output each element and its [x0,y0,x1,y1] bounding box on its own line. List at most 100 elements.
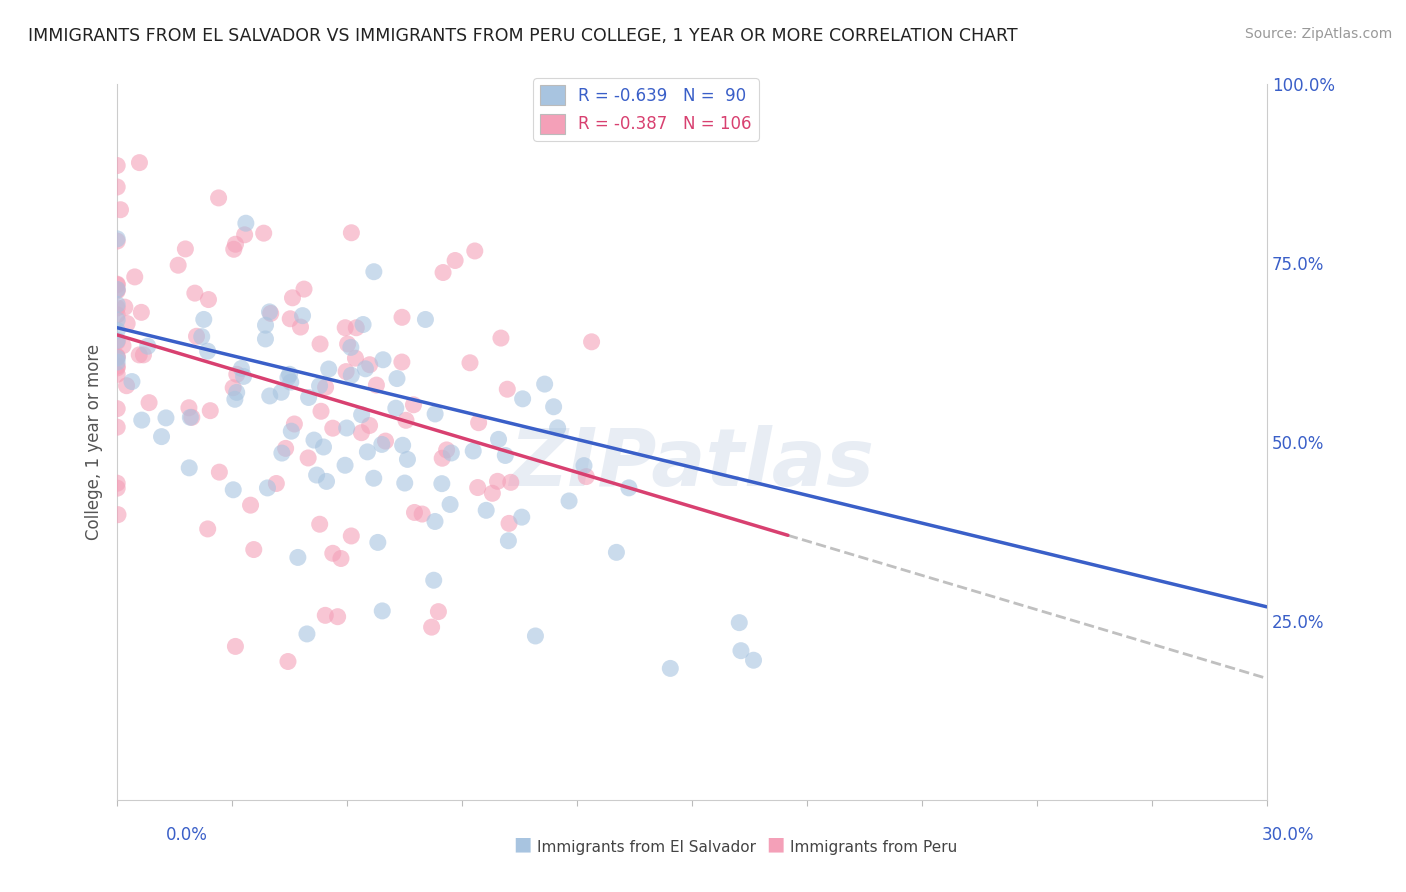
Point [105,334,128,349]
Point [395,413,418,427]
Point [464,244,486,258]
Point [547,421,569,435]
Point [231,361,253,376]
Point [374,434,396,448]
Point [463,444,485,458]
Point [581,334,603,349]
Point [730,643,752,657]
Point [107,508,129,522]
Text: 0.0%: 0.0% [166,826,208,844]
Point [179,460,201,475]
Point [499,475,522,490]
Point [498,533,520,548]
Point [350,425,373,440]
Point [128,155,150,169]
Point [512,392,534,406]
Point [280,424,302,438]
Point [366,378,388,392]
Point [105,355,128,369]
Point [363,471,385,485]
Point [281,291,304,305]
Point [344,351,367,366]
Point [302,433,325,447]
Point [336,421,359,435]
Point [420,620,443,634]
Point [312,440,335,454]
Point [411,507,433,521]
Point [308,517,330,532]
Point [105,351,128,365]
Point [105,334,128,348]
Point [297,391,319,405]
Point [326,609,349,624]
Point [498,516,520,531]
Point [404,506,426,520]
Y-axis label: College, 1 year or more: College, 1 year or more [86,344,103,541]
Text: Source: ZipAtlas.com: Source: ZipAtlas.com [1244,27,1392,41]
Point [423,407,446,421]
Point [254,318,277,333]
Point [315,475,337,489]
Point [270,446,292,460]
Point [354,361,377,376]
Point [278,311,301,326]
Point [193,312,215,326]
Point [131,305,153,319]
Point [186,329,208,343]
Point [208,465,231,479]
Point [422,573,444,587]
Point [105,284,128,298]
Point [340,368,363,383]
Text: IMMIGRANTS FROM EL SALVADOR VS IMMIGRANTS FROM PERU COLLEGE, 1 YEAR OR MORE CORR: IMMIGRANTS FROM EL SALVADOR VS IMMIGRANT… [28,27,1018,45]
Point [224,392,246,407]
Point [427,605,450,619]
Point [105,282,128,296]
Point [295,627,318,641]
Point [105,476,128,491]
Text: ■: ■ [513,834,531,853]
Point [305,468,328,483]
Text: Immigrants from Peru: Immigrants from Peru [790,840,957,855]
Point [200,403,222,417]
Point [150,429,173,443]
Point [290,320,312,334]
Point [359,418,381,433]
Point [533,377,555,392]
Point [458,356,481,370]
Text: 30.0%: 30.0% [1263,826,1315,844]
Point [486,475,509,489]
Point [105,323,128,337]
Point [259,389,281,403]
Point [105,481,128,495]
Point [308,379,330,393]
Point [356,445,378,459]
Point [115,317,138,331]
Point [488,433,510,447]
Point [128,348,150,362]
Point [440,446,463,460]
Point [110,202,132,217]
Point [266,476,288,491]
Point [222,483,245,497]
Point [179,410,201,425]
Point [391,355,413,369]
Point [481,486,503,500]
Point [105,297,128,311]
Point [423,515,446,529]
Point [105,159,128,173]
Point [224,237,246,252]
Point [131,413,153,427]
Point [105,283,128,297]
Point [322,546,344,560]
Point [177,401,200,415]
Point [330,551,353,566]
Point [432,266,454,280]
Point [277,370,299,384]
Point [314,608,336,623]
Point [235,216,257,230]
Point [394,476,416,491]
Point [270,385,292,400]
Point [335,320,357,334]
Point [207,191,229,205]
Point [136,339,159,353]
